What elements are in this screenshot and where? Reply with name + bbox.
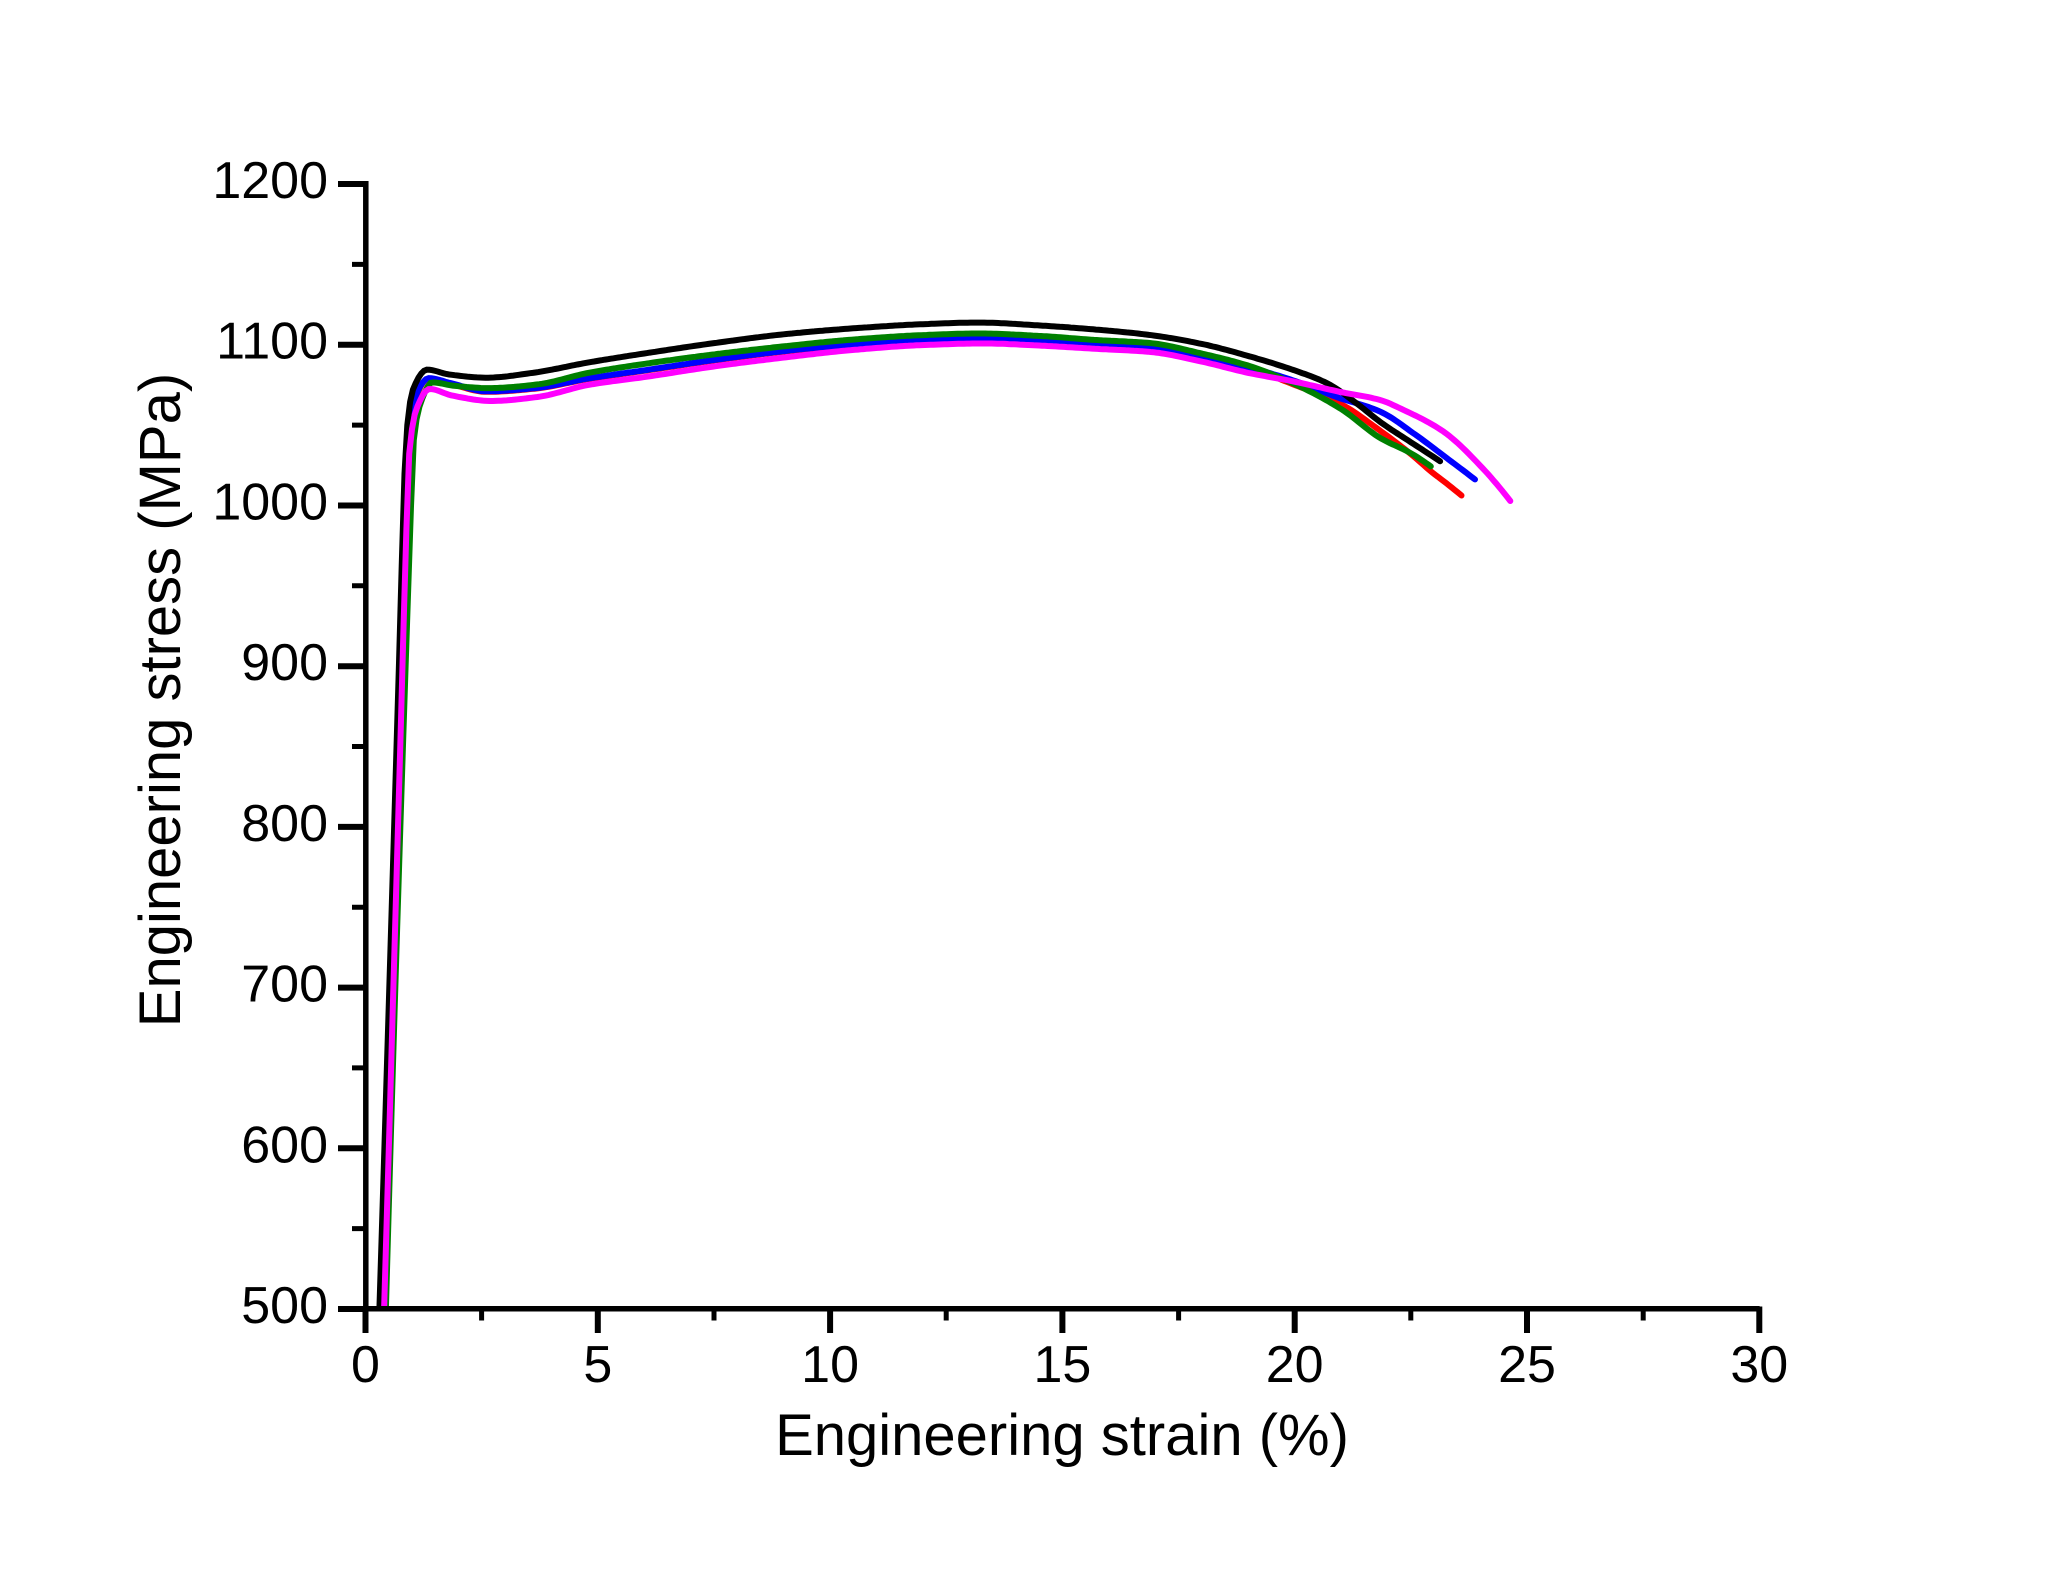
svg-text:25: 25 [1498,1336,1556,1394]
svg-text:Engineering stress (MPa): Engineering stress (MPa) [128,373,193,1027]
svg-text:Engineering strain (%): Engineering strain (%) [775,1403,1349,1468]
svg-text:1100: 1100 [216,313,328,371]
svg-text:1200: 1200 [212,152,328,210]
svg-text:30: 30 [1730,1336,1788,1394]
svg-text:600: 600 [241,1116,328,1174]
svg-text:800: 800 [241,795,328,853]
svg-text:5: 5 [583,1336,612,1394]
svg-text:700: 700 [241,956,328,1014]
svg-text:10: 10 [801,1336,859,1394]
svg-text:1000: 1000 [212,474,328,532]
svg-text:900: 900 [241,634,328,692]
svg-text:20: 20 [1266,1336,1324,1394]
svg-text:500: 500 [241,1277,328,1335]
svg-text:15: 15 [1033,1336,1091,1394]
svg-text:0: 0 [351,1336,380,1394]
